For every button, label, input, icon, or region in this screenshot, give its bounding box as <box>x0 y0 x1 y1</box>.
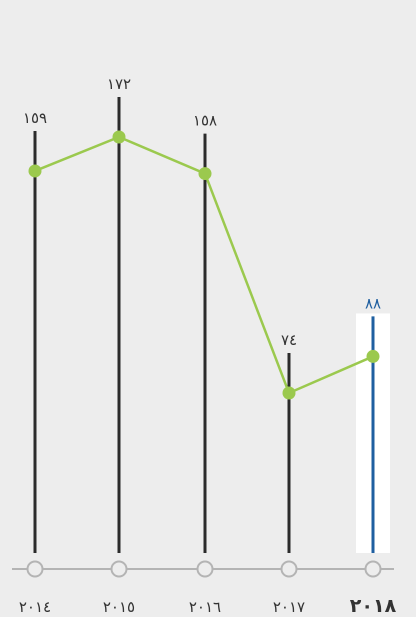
value-label: ١٥٨ <box>193 112 217 130</box>
value-label: ١٧٢ <box>107 75 131 93</box>
value-label: ٧٤ <box>281 331 297 349</box>
x-tick-label: ٢٠١٧ <box>273 598 305 616</box>
x-tick-label: ٢٠١٨ <box>350 595 397 617</box>
value-label: ١٥٩ <box>23 109 47 127</box>
axis-marker <box>280 560 298 578</box>
data-point <box>28 164 42 178</box>
data-point <box>366 349 380 363</box>
data-point <box>282 386 296 400</box>
axis-marker <box>364 560 382 578</box>
x-tick-label: ٢٠١٦ <box>189 598 221 616</box>
data-point <box>112 130 126 144</box>
axis-marker <box>26 560 44 578</box>
x-tick-label: ٢٠١٤ <box>19 598 51 616</box>
value-label: ٨٨ <box>365 294 381 312</box>
data-point <box>198 167 212 181</box>
x-tick-label: ٢٠١٥ <box>103 598 135 616</box>
axis-marker <box>110 560 128 578</box>
axis-marker <box>196 560 214 578</box>
